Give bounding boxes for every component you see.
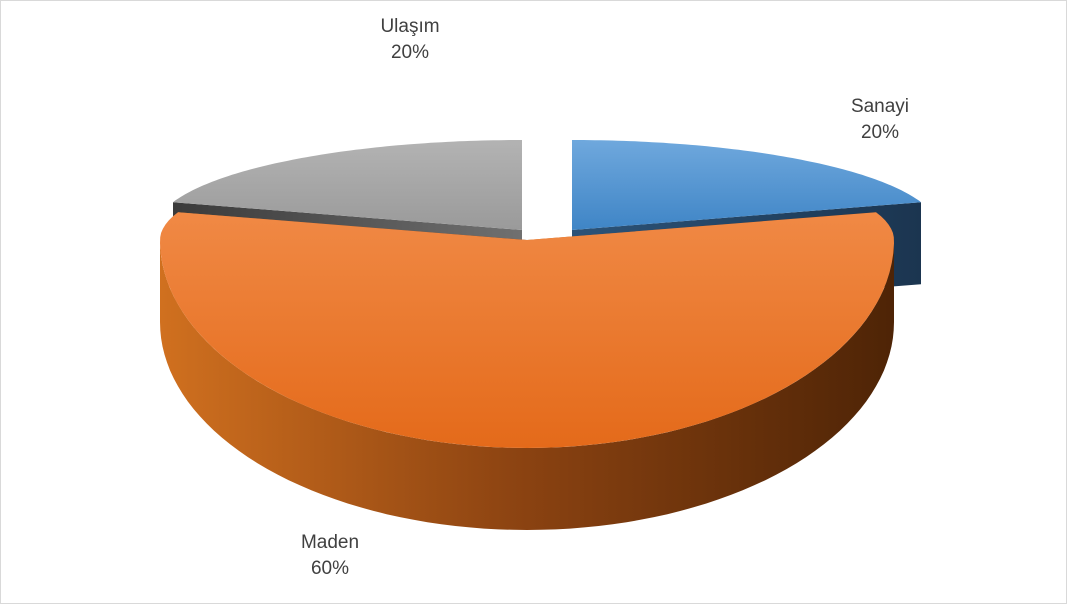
data-label: Ulaşım 20%: [380, 16, 439, 63]
slice: [160, 212, 894, 530]
category-label: Ulaşım: [380, 16, 439, 37]
slice: [160, 212, 894, 448]
value-label: 20%: [391, 42, 429, 63]
category-label: Sanayi: [851, 96, 909, 117]
slice-side: [160, 240, 894, 530]
category-label: Maden: [301, 532, 359, 553]
slice: [572, 140, 921, 230]
data-label: Sanayi 20%: [851, 96, 909, 143]
data-label: Maden 60%: [301, 532, 359, 579]
value-label: 20%: [861, 122, 899, 143]
slice: [173, 140, 522, 230]
value-label: 60%: [311, 558, 349, 579]
